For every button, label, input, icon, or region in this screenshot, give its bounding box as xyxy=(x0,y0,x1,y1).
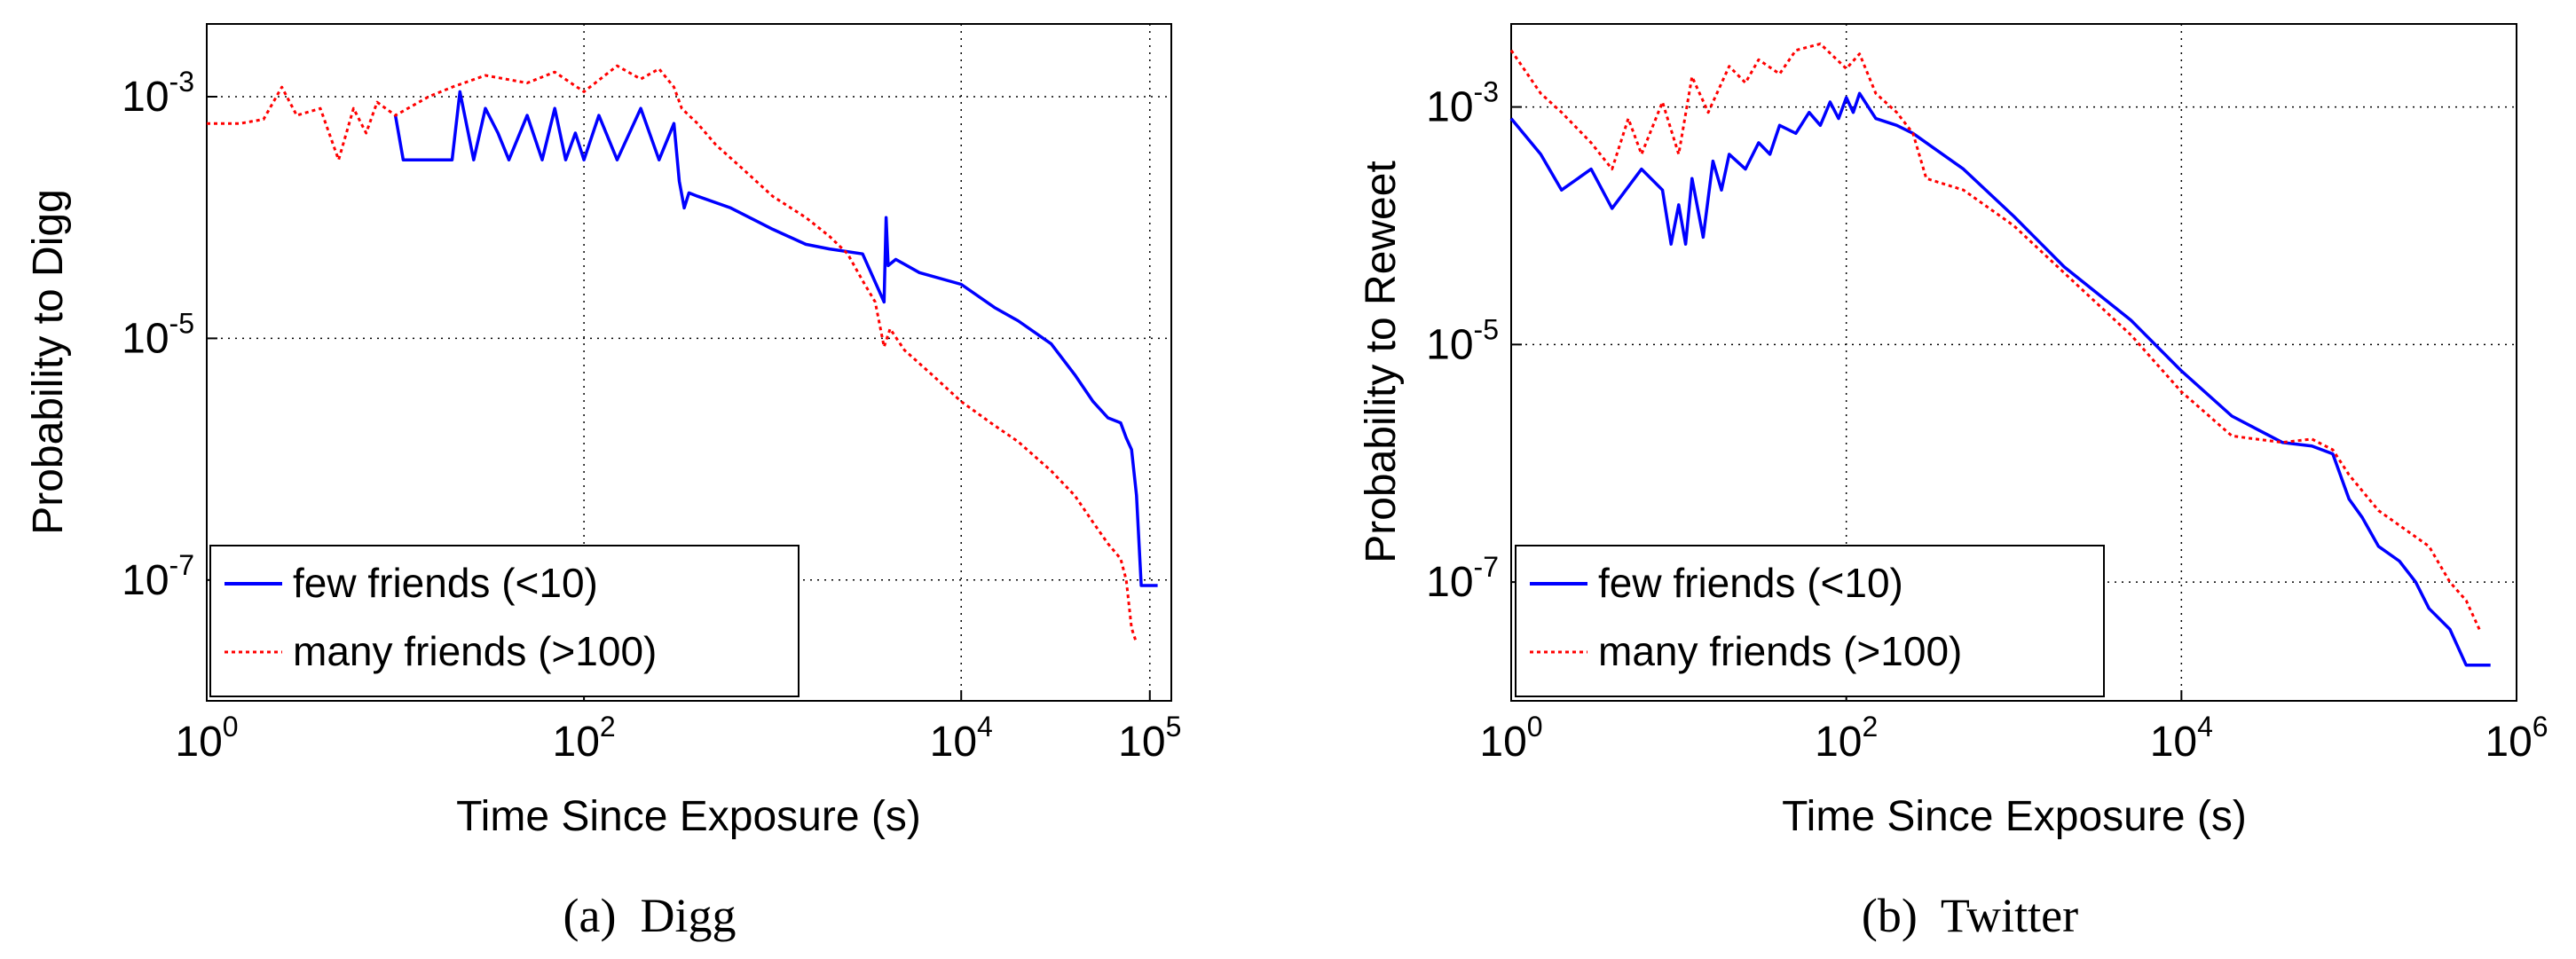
series-line-twitter-few-friends xyxy=(1509,91,2491,667)
legend-twitter: few friends (<10) many friends (>100) xyxy=(1515,545,2105,697)
panel-twitter: 100 102 104 106 10-7 10-5 10-3 Time Since Expo… xyxy=(1358,23,2548,840)
caption-twitter: (b) Twitter xyxy=(1862,889,2078,942)
grid-twitter xyxy=(1511,24,2517,701)
xlabel-digg: Time Since Exposure (s) xyxy=(456,793,921,840)
legend-digg: few friends (<10) many friends (>100) xyxy=(209,545,800,697)
legend-box-twitter xyxy=(1515,545,2105,697)
y-tick-label-twitter-0: 10-7 xyxy=(1426,551,1499,606)
xlabel-twitter: Time Since Exposure (s) xyxy=(1782,793,2247,840)
grid-digg xyxy=(207,24,1171,701)
series-line-twitter-many-friends xyxy=(1509,42,2481,631)
legend-box-digg xyxy=(209,545,800,697)
series-line-digg-many-friends xyxy=(207,64,1138,644)
x-tick-label-digg-3: 105 xyxy=(1118,711,1181,766)
panel-digg: 100 102 104 105 10-7 10-5 10-3 Time Since Expo… xyxy=(25,23,1181,840)
y-tick-label-twitter-2: 10-3 xyxy=(1426,76,1499,131)
x-tick-label-twitter-2: 104 xyxy=(2150,711,2213,766)
ticks-digg: 100 102 104 105 10-7 10-5 10-3 xyxy=(122,66,1181,766)
ticks-twitter: 100 102 104 106 10-7 10-5 10-3 xyxy=(1426,76,2548,766)
y-tick-label-digg-1: 10-5 xyxy=(122,307,194,362)
x-tick-label-digg-1: 102 xyxy=(553,711,616,766)
ylabel-twitter: Probability to Reweet xyxy=(1358,161,1405,563)
y-tick-label-digg-2: 10-3 xyxy=(122,66,194,121)
y-tick-label-digg-0: 10-7 xyxy=(122,549,194,604)
series-layer-twitter xyxy=(1509,42,2491,667)
x-tick-label-twitter-3: 106 xyxy=(2485,711,2548,766)
x-tick-label-twitter-1: 102 xyxy=(1815,711,1878,766)
x-tick-label-digg-0: 100 xyxy=(175,711,238,766)
x-tick-label-twitter-0: 100 xyxy=(1479,711,1542,766)
caption-digg: (a) Digg xyxy=(563,889,737,942)
series-layer-digg xyxy=(207,64,1158,644)
legend-label-few-twitter: few friends (<10) xyxy=(1598,560,1903,606)
x-tick-label-digg-2: 104 xyxy=(930,711,993,766)
legend-label-few-digg: few friends (<10) xyxy=(293,560,598,606)
series-line-digg-few-friends xyxy=(393,90,1158,587)
ylabel-digg: Probability to Digg xyxy=(25,189,72,535)
y-tick-label-twitter-1: 10-5 xyxy=(1426,313,1499,368)
legend-label-many-digg: many friends (>100) xyxy=(293,628,657,674)
legend-label-many-twitter: many friends (>100) xyxy=(1598,628,1962,674)
